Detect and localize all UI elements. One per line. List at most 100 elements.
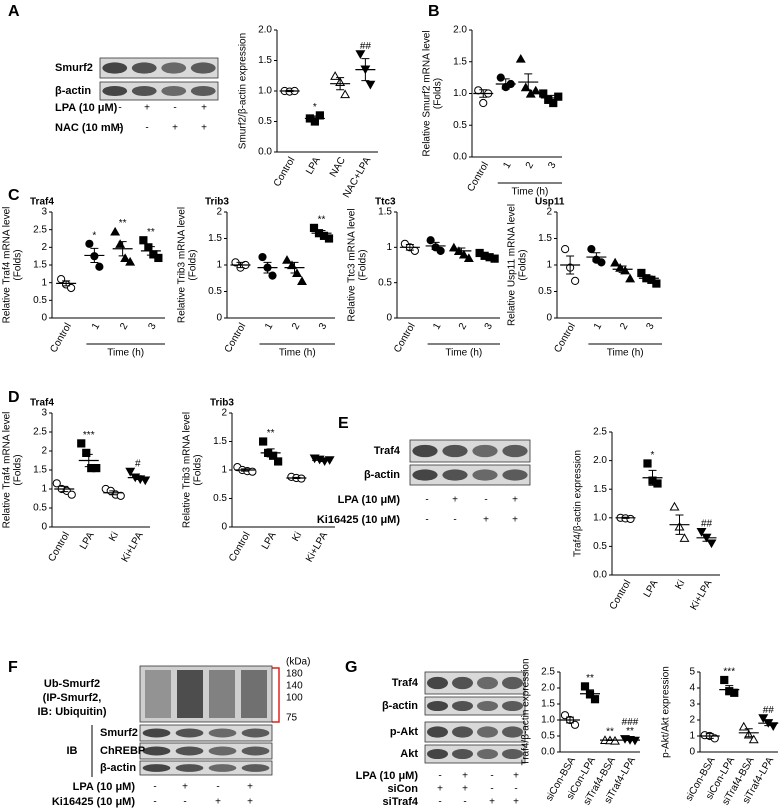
error-bar bbox=[621, 516, 630, 519]
y-tick-label: 1.5 bbox=[258, 55, 272, 66]
y-tick-label: 2.5 bbox=[33, 224, 47, 235]
y-axis-label: (Folds) bbox=[13, 249, 24, 280]
blot-band bbox=[502, 469, 528, 481]
y-tick-label: 1 bbox=[689, 731, 695, 742]
error-bar bbox=[431, 241, 440, 250]
kda-label: 75 bbox=[286, 713, 298, 724]
error-bar bbox=[133, 475, 142, 480]
blot-row-label: Smurf2 bbox=[55, 62, 93, 74]
data-point bbox=[410, 246, 419, 255]
data-point bbox=[248, 467, 257, 476]
blot-band bbox=[175, 764, 204, 772]
data-point bbox=[549, 98, 558, 108]
blot-row-label: p-Akt bbox=[390, 726, 418, 738]
x-tick-label: Ki+LPA bbox=[304, 530, 330, 564]
treatment-sign: + bbox=[483, 515, 489, 526]
y-axis-label: Smurf2/β-actin expression bbox=[238, 33, 249, 149]
blot-band bbox=[190, 62, 216, 74]
error-bar bbox=[483, 253, 492, 258]
y-tick-label: 1 bbox=[546, 260, 552, 271]
x-axis-label: Time (h) bbox=[279, 348, 316, 359]
blot-row-label: β-actin bbox=[364, 469, 400, 481]
y-axis-label: (Folds) bbox=[433, 78, 444, 109]
ub-label: (IP-Smurf2, bbox=[43, 692, 102, 704]
blot-band bbox=[161, 85, 187, 97]
treatment-sign: + bbox=[201, 123, 207, 134]
y-axis-label: Relative Traf4 mRNA level bbox=[2, 412, 13, 529]
error-bar bbox=[524, 73, 533, 91]
chart-title: Usp11 bbox=[535, 197, 565, 208]
data-point bbox=[458, 249, 469, 259]
y-tick-label: 2.0 bbox=[541, 683, 555, 694]
y-axis-label: (Folds) bbox=[518, 249, 529, 280]
data-point bbox=[653, 479, 662, 488]
error-bar bbox=[236, 261, 245, 269]
x-tick-label: 1 bbox=[431, 321, 444, 332]
treatment-sign: - bbox=[484, 495, 487, 506]
data-point bbox=[679, 533, 690, 542]
data-point bbox=[587, 245, 596, 254]
y-tick-label: 1 bbox=[221, 465, 227, 476]
y-axis-label: p-Akt/Akt expression bbox=[661, 666, 672, 758]
treatment-sign: + bbox=[452, 495, 458, 506]
blot-background bbox=[99, 81, 219, 101]
blot-band bbox=[452, 726, 473, 738]
x-tick-label: Ki+LPA bbox=[120, 530, 146, 564]
data-point bbox=[269, 451, 278, 460]
x-tick-label: 3 bbox=[546, 160, 559, 171]
blot-background bbox=[99, 57, 219, 79]
y-tick-label: 1.5 bbox=[453, 56, 467, 67]
data-point bbox=[110, 226, 121, 236]
chart-title: Traf4 bbox=[30, 197, 54, 208]
significance-label: ### bbox=[622, 717, 639, 728]
y-tick-label: 0 bbox=[689, 747, 695, 758]
blot-band bbox=[241, 746, 270, 756]
treatment-sign: - bbox=[453, 515, 456, 526]
blot-band bbox=[427, 748, 448, 760]
data-point bbox=[436, 246, 445, 255]
x-tick-label: Control bbox=[46, 530, 72, 563]
error-bar bbox=[764, 720, 773, 727]
error-bar bbox=[290, 261, 299, 274]
y-tick-label: 0.5 bbox=[593, 541, 607, 552]
chart-title: Trib3 bbox=[205, 197, 229, 208]
data-point bbox=[259, 437, 268, 446]
data-point bbox=[463, 253, 474, 263]
data-point bbox=[268, 271, 277, 280]
y-tick-label: 4 bbox=[689, 683, 695, 694]
blot-row-label: Akt bbox=[400, 748, 418, 760]
y-tick-label: 1.0 bbox=[541, 715, 555, 726]
x-tick-label: NAC bbox=[328, 155, 348, 179]
treatment-sign: + bbox=[437, 784, 443, 795]
error-bar bbox=[60, 485, 69, 493]
blot-band bbox=[131, 62, 157, 74]
blot-row-label: Smurf2 bbox=[100, 727, 138, 739]
x-tick-label: Control bbox=[227, 530, 253, 563]
kda-bracket bbox=[272, 667, 280, 723]
y-tick-label: 0.5 bbox=[258, 116, 272, 127]
y-axis-label: (Folds) bbox=[188, 249, 199, 280]
x-tick-label: 1 bbox=[592, 321, 605, 332]
treatment-label: siCon bbox=[387, 783, 418, 795]
blot-band bbox=[452, 748, 473, 760]
significance-label: * bbox=[92, 230, 96, 241]
blot-band bbox=[502, 700, 523, 712]
y-tick-label: 1.0 bbox=[593, 512, 607, 523]
data-point bbox=[748, 734, 759, 744]
data-point bbox=[85, 239, 94, 248]
x-tick-label: Control bbox=[552, 321, 578, 354]
blot-band bbox=[142, 764, 171, 772]
treatment-sign: + bbox=[513, 771, 519, 782]
x-tick-label: 3 bbox=[483, 321, 496, 332]
error-bar bbox=[118, 241, 127, 257]
significance-label: ## bbox=[763, 705, 775, 716]
x-tick-label: Control bbox=[223, 321, 249, 354]
data-point bbox=[490, 254, 499, 263]
error-bar bbox=[292, 476, 301, 480]
x-tick-label: LPA bbox=[642, 578, 661, 600]
blot-band bbox=[102, 62, 128, 74]
data-point bbox=[474, 86, 483, 95]
ub-label: Ub-Smurf2 bbox=[44, 678, 100, 690]
treatment-sign: - bbox=[153, 782, 156, 793]
y-tick-label: 0.5 bbox=[33, 295, 47, 306]
